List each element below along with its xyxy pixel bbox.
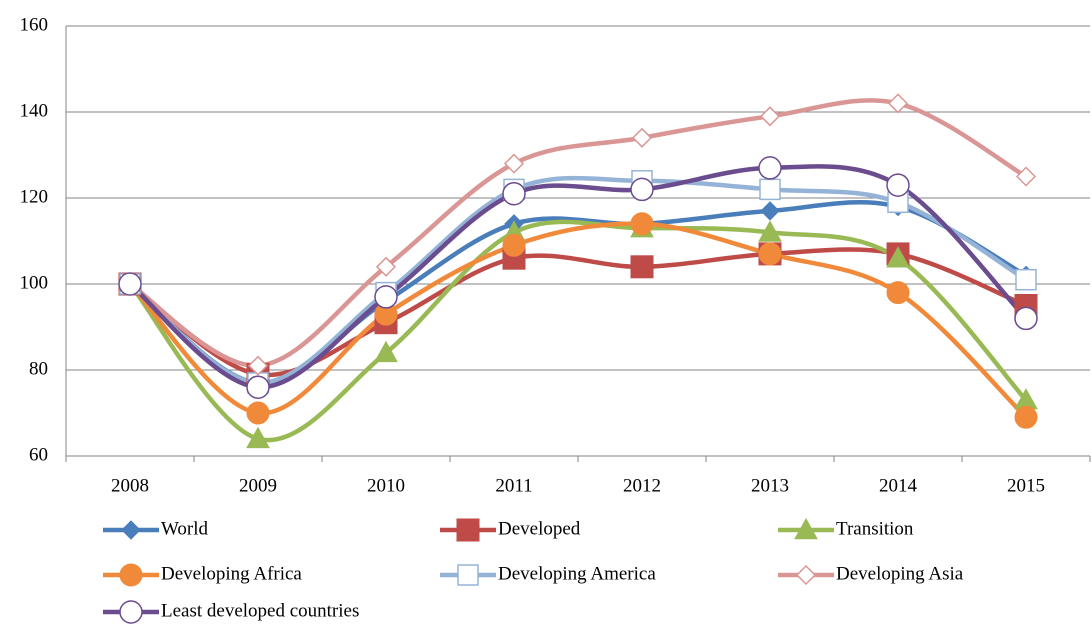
point-marker: [886, 246, 910, 268]
legend-marker: [119, 563, 143, 587]
legend-marker: [121, 520, 141, 540]
y-tick-label: 80: [29, 358, 48, 379]
point-marker: [246, 401, 270, 425]
point-marker: [1015, 268, 1037, 291]
point-marker: [246, 426, 270, 449]
point-marker: [246, 375, 270, 399]
legend-label: Least developed countries: [161, 600, 359, 621]
point-marker: [630, 255, 654, 279]
y-tick-label: 140: [20, 100, 49, 121]
point-marker: [758, 156, 782, 180]
point-marker: [758, 242, 782, 266]
legend-label: Transition: [836, 518, 914, 539]
x-tick-label: 2008: [111, 475, 149, 496]
point-marker: [503, 153, 525, 174]
x-tick-label: 2010: [367, 475, 405, 496]
point-marker: [118, 272, 142, 296]
point-marker: [631, 127, 653, 148]
point-marker: [1015, 166, 1037, 187]
x-tick-label: 2013: [751, 475, 789, 496]
series-line: [128, 247, 1027, 378]
legend-label: Developing America: [498, 563, 656, 584]
y-tick-label: 100: [20, 272, 49, 293]
legend-label: Developing Africa: [161, 563, 302, 584]
point-marker: [247, 355, 269, 376]
point-marker: [502, 181, 526, 206]
point-marker: [374, 285, 398, 309]
point-marker: [1014, 405, 1038, 429]
x-tick-label: 2009: [239, 475, 277, 496]
point-marker: [630, 212, 654, 236]
point-marker: [375, 256, 397, 277]
y-tick-label: 60: [29, 444, 48, 465]
point-marker: [1014, 306, 1038, 331]
legend-marker: [456, 518, 480, 542]
series-line: [128, 98, 1028, 368]
x-tick-label: 2014: [879, 475, 918, 496]
point-marker: [760, 201, 780, 221]
legend-label: World: [161, 518, 209, 539]
point-marker: [887, 93, 909, 114]
legend-marker: [795, 564, 817, 586]
legend-marker: [794, 517, 818, 540]
point-marker: [886, 281, 910, 305]
point-marker: [886, 173, 910, 197]
legend-label: Developed: [498, 518, 581, 539]
point-marker: [374, 340, 398, 363]
x-tick-label: 2015: [1007, 475, 1045, 496]
x-tick-label: 2011: [495, 475, 532, 496]
point-marker: [630, 177, 654, 202]
y-tick-label: 160: [20, 14, 49, 35]
legend-marker: [457, 564, 479, 586]
legend-label: Developing Asia: [836, 563, 964, 584]
y-tick-label: 120: [20, 186, 49, 207]
x-tick-label: 2012: [623, 475, 661, 496]
legend-marker: [119, 600, 143, 624]
point-marker: [759, 106, 781, 127]
point-marker: [758, 220, 782, 242]
point-marker: [502, 233, 526, 257]
point-marker: [759, 178, 781, 201]
